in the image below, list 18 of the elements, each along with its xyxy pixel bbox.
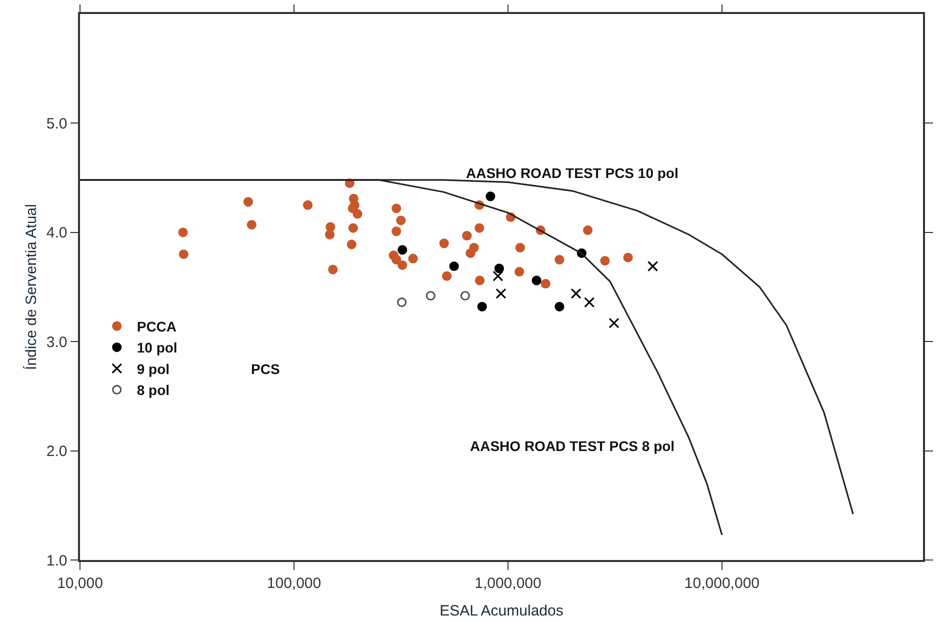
annotation: PCS xyxy=(251,361,280,377)
series-label: AASHO ROAD TEST PCS 8 pol xyxy=(470,438,675,454)
legend-label: 10 pol xyxy=(136,340,178,356)
y-axis-title: Índice de Serventia Atual xyxy=(22,204,40,370)
y-tick-label: 5.0 xyxy=(46,115,68,132)
legend-label: 8 pol xyxy=(136,382,170,398)
legend-label: PCCA xyxy=(136,318,177,335)
x-tick-label: 10,000,000 xyxy=(684,574,760,592)
series-label: AASHO ROAD TEST PCS 10 pol xyxy=(466,165,678,181)
y-tick-label: 2.0 xyxy=(46,443,68,460)
legend-label: 9 pol xyxy=(136,360,170,377)
y-tick-label: 1.0 xyxy=(46,552,68,570)
y-tick-label: 3.0 xyxy=(46,334,68,351)
x-axis-title: ESAL Acumulados xyxy=(440,602,564,620)
x-tick-label: 1,000,000 xyxy=(474,574,542,592)
x-tick-label: 10,000 xyxy=(57,574,103,592)
x-tick-label: 100,000 xyxy=(266,574,322,592)
y-tick-label: 4.0 xyxy=(46,224,68,242)
